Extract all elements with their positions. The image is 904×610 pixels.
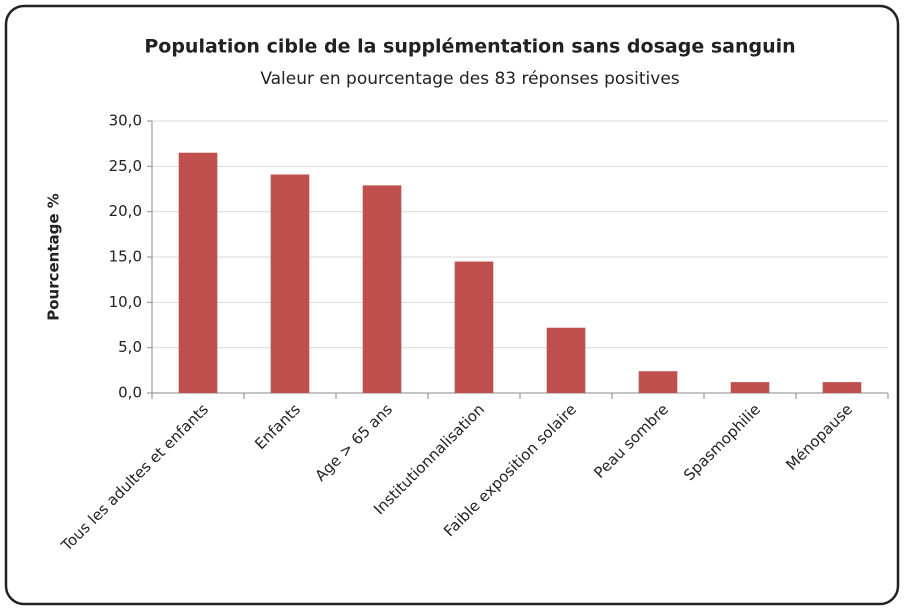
y-tick-label: 15,0 bbox=[109, 248, 142, 266]
bar bbox=[178, 152, 218, 393]
bar bbox=[730, 382, 770, 393]
y-tick-label: 0,0 bbox=[118, 384, 142, 402]
bar bbox=[546, 327, 586, 393]
y-axis-label: Pourcentage % bbox=[45, 193, 63, 321]
chart-frame bbox=[4, 4, 900, 606]
y-tick-label: 10,0 bbox=[109, 293, 142, 311]
bar bbox=[362, 185, 402, 393]
bar bbox=[454, 261, 494, 393]
bar bbox=[270, 174, 310, 393]
y-tick-label: 20,0 bbox=[109, 202, 142, 220]
y-tick-label: 25,0 bbox=[109, 157, 142, 175]
y-tick-label: 30,0 bbox=[109, 112, 142, 130]
bar bbox=[638, 371, 678, 393]
bar bbox=[822, 382, 862, 393]
chart-title: Population cible de la supplémentation s… bbox=[144, 36, 795, 58]
y-tick-label: 5,0 bbox=[118, 338, 142, 356]
chart-subtitle: Valeur en pourcentage des 83 réponses po… bbox=[260, 69, 679, 89]
